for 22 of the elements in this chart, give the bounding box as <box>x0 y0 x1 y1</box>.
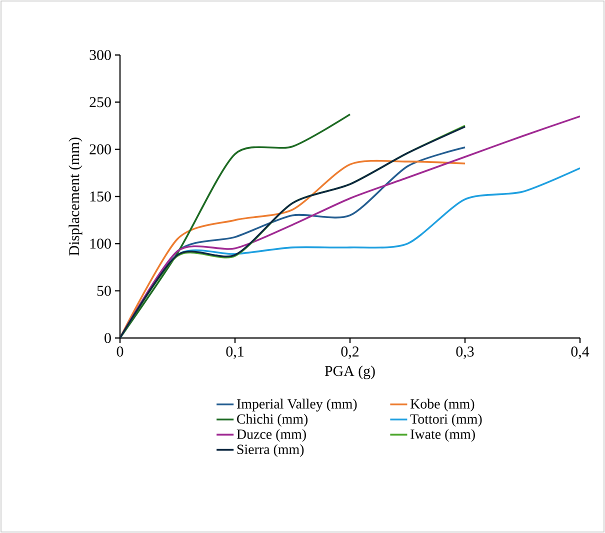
y-tick-label: 100 <box>90 238 111 249</box>
legend-label: Iwate (mm) <box>410 429 475 442</box>
x-tick-label: 0,4 <box>571 346 590 359</box>
y-tick-label: 0 <box>104 332 111 344</box>
legend-label: Imperial Valley (mm) <box>236 398 357 412</box>
y-axis-title: Displacement (mm) <box>68 138 82 256</box>
legend-label: Sierra (mm) <box>237 444 304 457</box>
legend-label: Tottori (mm) <box>410 414 482 427</box>
legend-label: Chichi (mm) <box>237 414 308 427</box>
y-tick-label: 150 <box>90 191 111 202</box>
y-tick-label: 250 <box>90 97 111 108</box>
legend-label: Duzce (mm) <box>236 429 306 442</box>
line-series <box>120 114 351 338</box>
x-tick-label: 0,3 <box>456 346 474 359</box>
x-axis-title: PGA (g) <box>324 366 375 380</box>
y-tick-label: 200 <box>90 144 111 154</box>
x-tick-label: 0 <box>116 346 124 357</box>
y-tick-label: 50 <box>97 286 111 296</box>
x-tick-label: 0,1 <box>226 346 244 359</box>
legend-label: Kobe (mm) <box>410 398 474 412</box>
y-tick-label: 300 <box>90 50 111 60</box>
x-tick-label: 0,2 <box>341 346 359 359</box>
